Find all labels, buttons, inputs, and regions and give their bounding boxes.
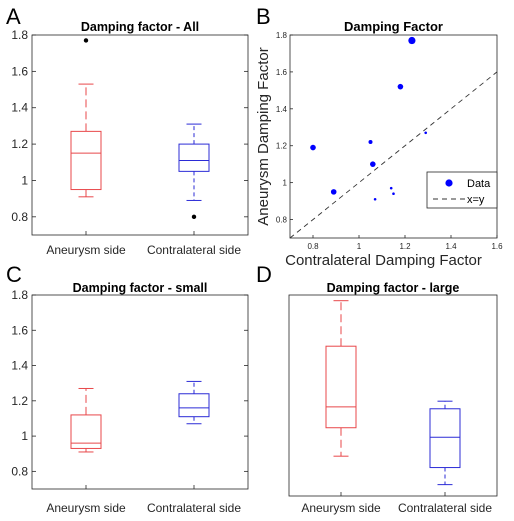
data-point [310, 144, 316, 151]
y-tick-label: 1 [283, 179, 288, 188]
plot-frame [31, 294, 249, 490]
y-tick-label: 1.8 [11, 28, 28, 42]
y-tick-label: 1.2 [276, 142, 288, 151]
iqr-box [178, 393, 210, 418]
y-tick-label: 0.8 [11, 210, 28, 224]
legend-line-label: x=y [467, 194, 485, 206]
chart-title: Damping factor - small [73, 281, 208, 295]
y-axis-label: Aneurysm Damping Factor [255, 47, 272, 225]
y-tick-label: 1.4 [276, 105, 288, 114]
plot-frame [289, 34, 498, 239]
iqr-box [429, 408, 461, 469]
y-tick-label: 0.8 [11, 464, 28, 478]
y-tick-label: 1 [21, 429, 28, 443]
iqr-box [70, 130, 102, 191]
panel-letter-a: A [6, 4, 21, 29]
category-label: Aneurysm side [301, 501, 381, 515]
category-label: Contralateral side [398, 501, 492, 515]
legend-box [426, 171, 498, 209]
x-tick-label: 0.8 [307, 242, 319, 251]
x-tick-label: 1.4 [445, 242, 457, 251]
panel-a-boxplot: Damping factor - All 0.8 1 1.2 1.4 1.6 1.8 Aneu… [11, 20, 249, 257]
panel-d-boxplot: Damping factor - large Aneurysm side Contr… [288, 281, 498, 515]
x-axis-label: Contralateral Damping Factor [285, 252, 482, 269]
chart-title: Damping Factor [344, 19, 443, 34]
panel-letter-c: C [6, 262, 22, 287]
data-point [330, 189, 337, 195]
outlier-point [191, 214, 197, 220]
y-tick-label: 1.6 [11, 323, 28, 337]
data-point [373, 197, 377, 201]
outlier-point [83, 38, 89, 43]
plot-frame [31, 34, 249, 236]
category-label: Contralateral side [147, 501, 241, 515]
category-label: Aneurysm side [46, 243, 126, 257]
chart-title: Damping factor - large [327, 281, 460, 295]
legend-data-label: Data [467, 178, 491, 190]
panel-letter-b: B [256, 4, 271, 29]
y-tick-label: 1.2 [11, 394, 28, 408]
iqr-box [178, 143, 210, 172]
iqr-box [325, 345, 357, 429]
y-tick-label: 1.8 [276, 31, 288, 40]
identity-line [289, 71, 498, 239]
y-tick-label: 1 [21, 173, 28, 187]
panel-c-boxplot: Damping factor - small 0.8 1 1.2 1.4 1.6 1.8 An… [11, 281, 249, 515]
legend-data-marker [445, 179, 453, 187]
data-point [389, 186, 393, 190]
panel-b-scatter: Damping Factor 0.8 1 1.2 1.4 1.6 0.8 1 1.2 1.4 1.6… [255, 19, 503, 269]
y-tick-label: 0.8 [276, 216, 288, 225]
category-label: Contralateral side [147, 243, 241, 257]
panel-letter-d: D [256, 262, 272, 287]
data-point [392, 192, 395, 196]
y-tick-label: 1.8 [11, 288, 28, 302]
x-tick-label: 1.6 [491, 242, 503, 251]
x-tick-label: 1 [357, 242, 362, 251]
y-tick-label: 1.6 [11, 64, 28, 78]
data-point [368, 140, 373, 145]
data-point [424, 131, 428, 135]
iqr-box [70, 414, 102, 449]
y-tick-label: 1.4 [11, 359, 28, 373]
y-tick-label: 1.2 [11, 137, 28, 151]
x-tick-label: 1.2 [399, 242, 411, 251]
data-point [397, 83, 404, 90]
chart-title: Damping factor - All [81, 20, 199, 34]
plot-frame [288, 294, 498, 497]
category-label: Aneurysm side [46, 501, 126, 515]
y-tick-label: 1.4 [11, 101, 28, 115]
data-point [370, 161, 376, 167]
y-tick-label: 1.6 [276, 68, 288, 77]
data-point [408, 36, 416, 45]
